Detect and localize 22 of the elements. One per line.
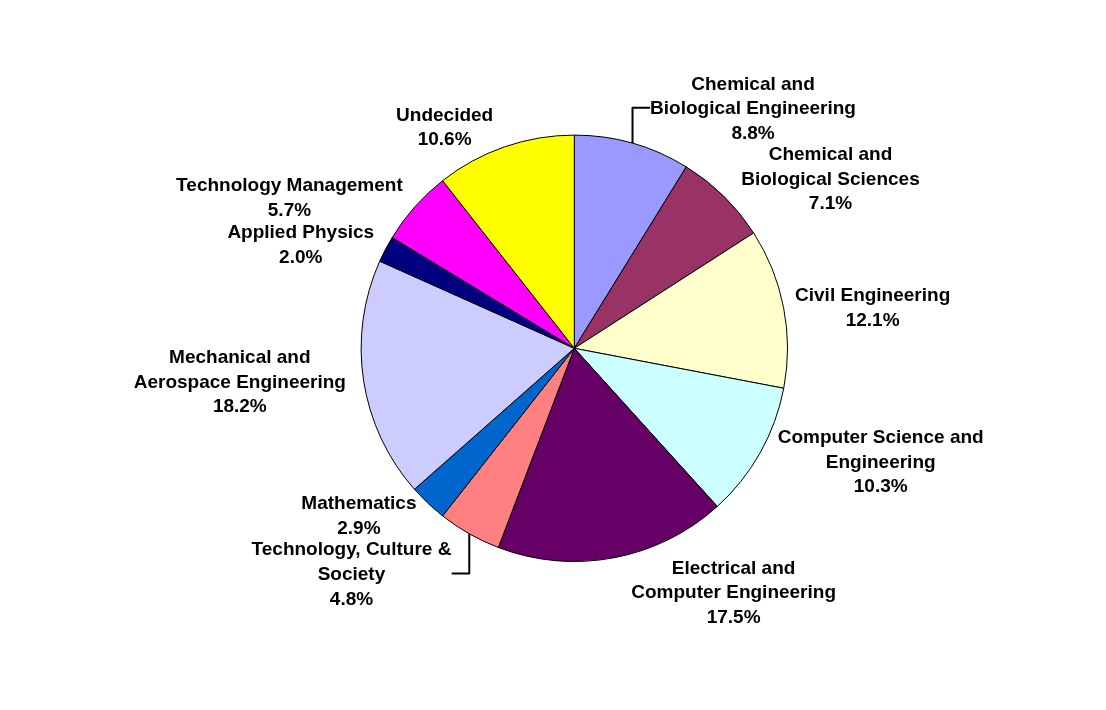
- data-label: 10.3%: [853, 475, 908, 497]
- slice-label: Electrical and Computer Engineering: [631, 556, 837, 603]
- data-label: 7.1%: [808, 192, 853, 214]
- data-label: 5.7%: [267, 198, 312, 220]
- slice-label: Technology Management: [176, 173, 404, 195]
- slice-label: Chemical and Biological Engineering: [650, 72, 856, 119]
- slice-label: Chemical and Biological Sciences: [741, 143, 920, 189]
- slice-label: Mechanical and Aerospace Engineering: [133, 345, 346, 392]
- data-label: 17.5%: [706, 606, 761, 628]
- data-label: 2.9%: [337, 517, 381, 539]
- data-label: 18.2%: [212, 395, 267, 417]
- slice-label: Applied Physics: [227, 221, 375, 243]
- data-label: 4.8%: [329, 587, 374, 609]
- slice-label: Civil Engineering: [795, 284, 951, 306]
- data-label: 8.8%: [731, 122, 775, 143]
- data-label: 10.6%: [417, 128, 472, 150]
- slice-label: Computer Science and Engineering: [777, 426, 984, 472]
- slice-label: Technology, Culture & Society: [251, 538, 452, 584]
- slice-label: Mathematics: [301, 492, 417, 514]
- data-label: 2.0%: [279, 246, 323, 268]
- slice-label: Undecided: [396, 103, 494, 125]
- data-label: 12.1%: [845, 308, 900, 330]
